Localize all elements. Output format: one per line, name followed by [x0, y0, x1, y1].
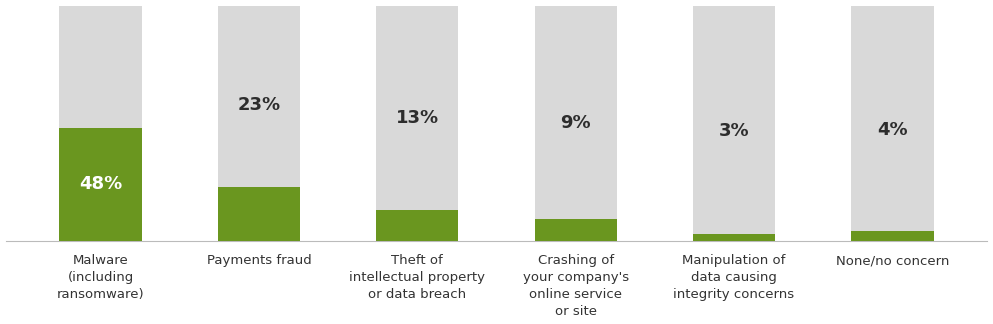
Text: 13%: 13% [396, 109, 439, 127]
Text: 48%: 48% [79, 175, 122, 193]
Bar [534, 219, 617, 240]
Text: 9%: 9% [560, 114, 591, 132]
Bar [851, 6, 933, 240]
Bar [376, 6, 459, 240]
Bar [693, 234, 776, 240]
Bar [60, 6, 142, 240]
Bar [60, 128, 142, 240]
Bar [534, 6, 617, 240]
Bar [217, 6, 300, 240]
Bar [851, 231, 933, 240]
Bar [376, 210, 459, 240]
Bar [217, 187, 300, 240]
Bar [693, 6, 776, 240]
Text: 23%: 23% [237, 96, 280, 114]
Text: 4%: 4% [877, 121, 908, 139]
Text: 3%: 3% [719, 122, 750, 140]
